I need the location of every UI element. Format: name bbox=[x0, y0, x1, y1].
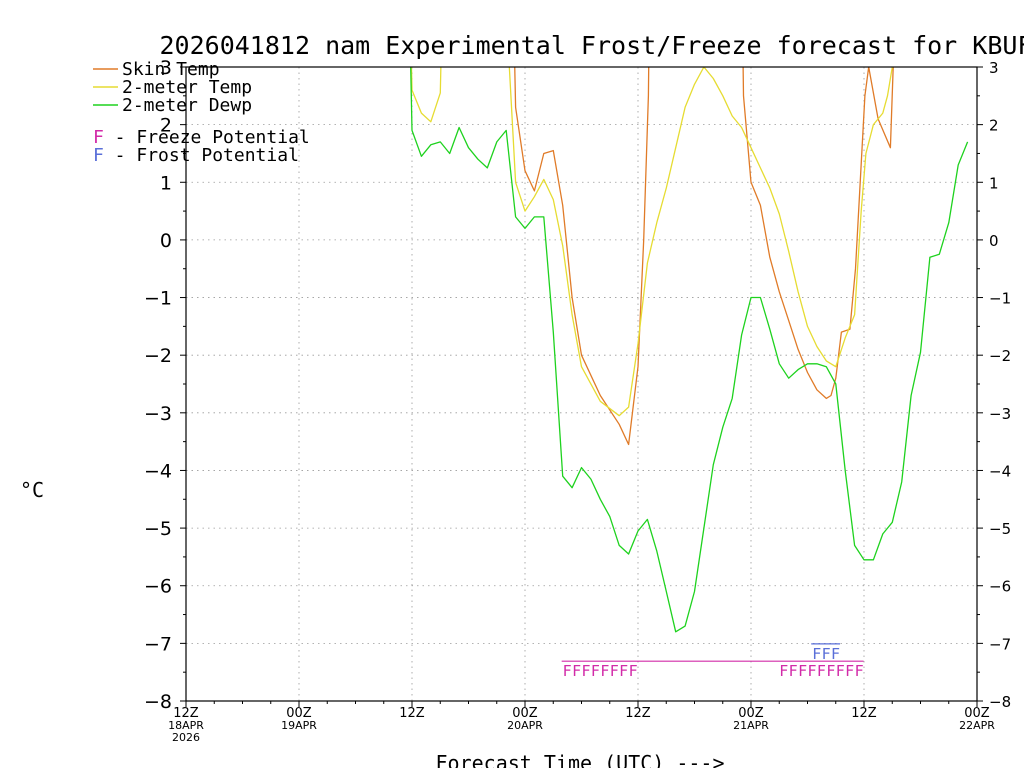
freeze-mark: F bbox=[808, 662, 817, 680]
y-tick-label: 2 bbox=[160, 115, 172, 137]
x-tick-label: 2026 bbox=[172, 731, 200, 744]
legend-label: 2-meter Temp bbox=[122, 77, 252, 98]
x-axis-label: Forecast Time (UTC) ---> bbox=[436, 751, 725, 768]
y-tick-label-right: 1 bbox=[989, 174, 999, 192]
freeze-mark: F bbox=[600, 662, 609, 680]
freeze-mark: F bbox=[798, 662, 807, 680]
y-tick-label-right: 0 bbox=[989, 232, 999, 250]
y-axis-label: °C bbox=[20, 478, 44, 502]
y-tick-label-right: 3 bbox=[989, 59, 999, 77]
y-tick-label-right: 2 bbox=[989, 117, 999, 135]
y-tick-label: 1 bbox=[160, 172, 172, 194]
legend-marker-label: F - Freeze Potential bbox=[93, 127, 310, 148]
freeze-mark: F bbox=[779, 662, 788, 680]
x-tick-label: 22APR bbox=[959, 719, 995, 732]
x-tick-label: 21APR bbox=[733, 719, 769, 732]
y-tick-label-right: −4 bbox=[989, 462, 1011, 480]
y-tick-label: −5 bbox=[144, 518, 172, 540]
y-tick-label: −3 bbox=[144, 403, 172, 425]
y-tick-label-right: −2 bbox=[989, 347, 1011, 365]
legend-label: 2-meter Dewp bbox=[122, 95, 252, 116]
x-tick-label: 12Z bbox=[625, 706, 651, 721]
freeze-mark: F bbox=[826, 662, 835, 680]
y-tick-label: 0 bbox=[160, 230, 172, 252]
freeze-mark: F bbox=[845, 662, 854, 680]
y-tick-label: −2 bbox=[144, 345, 172, 367]
freeze-mark: F bbox=[789, 662, 798, 680]
y-tick-label-right: −7 bbox=[989, 635, 1011, 653]
2-meter-temp-line bbox=[410, 67, 893, 417]
x-tick-label: 20APR bbox=[507, 719, 543, 732]
y-tick-label-right: −3 bbox=[989, 405, 1011, 423]
freeze-mark: F bbox=[817, 662, 826, 680]
x-tick-label: 12Z bbox=[399, 706, 425, 721]
x-tick-label: 12Z bbox=[851, 706, 877, 721]
y-tick-label: −6 bbox=[144, 576, 172, 598]
freeze-mark: F bbox=[582, 662, 591, 680]
x-tick-label: 00Z bbox=[738, 706, 764, 721]
freeze-mark: F bbox=[591, 662, 600, 680]
y-tick-label-right: −6 bbox=[989, 578, 1011, 596]
y-tick-label: −1 bbox=[144, 288, 172, 310]
x-tick-label: 00Z bbox=[286, 706, 312, 721]
y-tick-label-right: −8 bbox=[989, 693, 1011, 711]
axes: 3 3 2 2 1 1 0 0 −1 −1 −2 −2 −3 −3 −4 −4 −5 −5 −6 −6 −7 −7 −8 −8… bbox=[144, 57, 1011, 744]
grid-lines bbox=[186, 67, 977, 701]
2-meter-dewp-line bbox=[410, 67, 969, 633]
legend-marker-label: F - Frost Potential bbox=[93, 145, 299, 166]
frost-mark: F bbox=[812, 645, 821, 663]
potential-marks: F F F F F F F F F F F F F F F F FF F F bbox=[561, 643, 864, 680]
x-tick-label: 00Z bbox=[964, 706, 990, 721]
y-tick-label-right: −1 bbox=[989, 290, 1011, 308]
x-tick-label: 19APR bbox=[281, 719, 317, 732]
y-tick-label: 3 bbox=[160, 57, 172, 79]
freeze-mark: F bbox=[855, 662, 864, 680]
x-tick-label: 00Z bbox=[512, 706, 538, 721]
x-tick-label: 18APR bbox=[168, 719, 204, 732]
y-tick-label: −7 bbox=[144, 633, 172, 655]
freeze-mark: F bbox=[619, 662, 628, 680]
y-tick-label: −4 bbox=[144, 460, 172, 482]
plot-frame bbox=[185, 66, 978, 702]
y-tick-label: −8 bbox=[144, 691, 172, 713]
freeze-mark: F bbox=[572, 662, 581, 680]
x-tick-label: 12Z bbox=[173, 706, 199, 721]
legend-label: Skin Temp bbox=[122, 59, 220, 80]
frost-mark: F bbox=[822, 645, 831, 663]
chart-title: 2026041812 nam Experimental Frost/Freeze… bbox=[160, 31, 1024, 60]
freeze-mark: F bbox=[629, 662, 638, 680]
y-tick-label-right: −5 bbox=[989, 520, 1011, 538]
frost-mark: F bbox=[831, 645, 840, 663]
skin-temp-line bbox=[514, 67, 894, 446]
freeze-mark: F bbox=[836, 662, 845, 680]
series-layer bbox=[410, 67, 969, 633]
freeze-mark: F bbox=[563, 662, 572, 680]
freeze-mark: F bbox=[610, 662, 619, 680]
